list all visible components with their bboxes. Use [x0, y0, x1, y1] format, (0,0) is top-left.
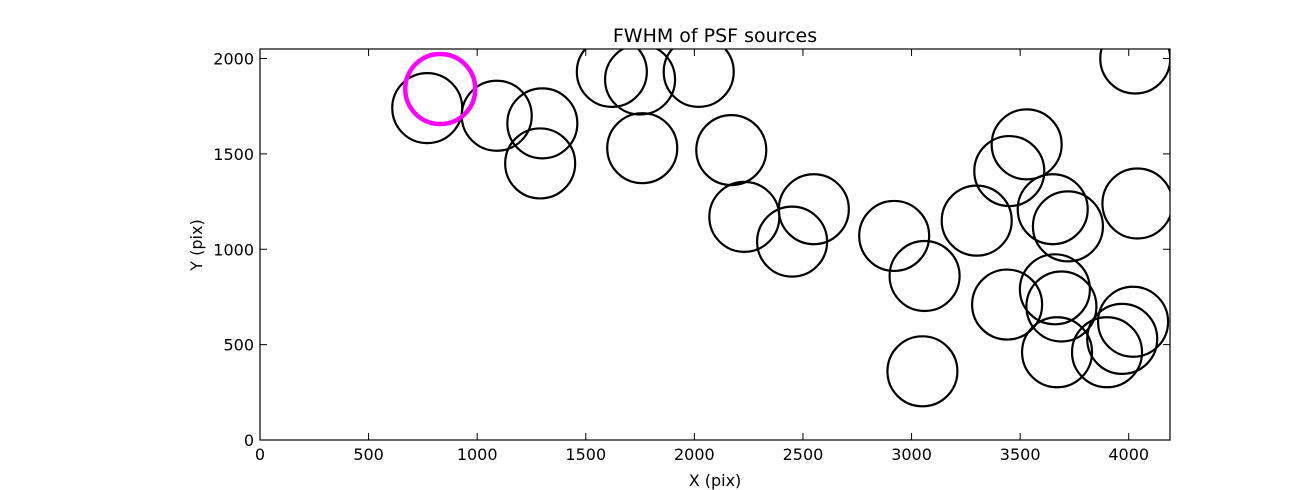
psf-source-marker: [606, 112, 679, 185]
x-tick-label: 0: [255, 445, 265, 464]
psf-source-marker: [886, 335, 959, 408]
y-tick-label: 1500: [213, 145, 254, 164]
x-tick-label: 2500: [783, 445, 824, 464]
psf-source-marker: [1025, 270, 1098, 343]
y-tick-label: 0: [244, 431, 254, 450]
y-tick-label: 1000: [213, 240, 254, 259]
x-tick-label: 4000: [1108, 445, 1149, 464]
x-tick-label: 3000: [891, 445, 932, 464]
psf-source-marker: [506, 87, 579, 160]
x-axis-label: X (pix): [689, 471, 742, 490]
x-tick-label: 2000: [674, 445, 715, 464]
psf-source-marker: [1020, 316, 1094, 389]
psf-source-marker: [1031, 190, 1105, 263]
psf-source-marker: [460, 79, 533, 152]
x-tick-label: 1000: [457, 445, 498, 464]
x-tick-label: 1500: [565, 445, 606, 464]
x-tick-label: 500: [353, 445, 384, 464]
psf-source-marker: [575, 49, 648, 108]
psf-source-marker: [1101, 167, 1170, 240]
psf-source-marker: [1099, 49, 1170, 95]
psf-source-marker: [971, 268, 1044, 341]
y-axis-label: Y (pix): [187, 219, 206, 271]
psf-source-marker: [756, 205, 829, 278]
x-axis-ticks: 0 500 1000 1500 2000 2500 3000 3500 4000: [255, 49, 1149, 464]
plot-frame: [259, 48, 1171, 441]
psf-source-marker: [504, 127, 577, 200]
psf-source-marker: [777, 173, 850, 246]
psf-source-marker: [1018, 253, 1091, 326]
psf-source-marker: [1086, 302, 1159, 376]
psf-source-marker: [391, 72, 464, 145]
psf-source-marker: [1016, 173, 1089, 246]
markers-layer: [391, 49, 1170, 408]
psf-source-marker: [695, 113, 768, 187]
psf-source-marker: [662, 49, 735, 108]
psf-source-marker: [888, 239, 961, 313]
psf-source-marker: [940, 184, 1013, 257]
psf-source-marker: [973, 134, 1046, 208]
highlight-source-marker: [403, 51, 478, 127]
y-axis-ticks: 0 500 1000 1500 2000: [213, 50, 1170, 450]
x-tick-label: 3500: [1000, 445, 1041, 464]
psf-source-marker: [1070, 316, 1144, 389]
y-tick-label: 500: [223, 336, 254, 355]
psf-source-marker: [858, 199, 931, 273]
chart-title: FWHM of PSF sources: [613, 25, 817, 47]
y-tick-label: 2000: [213, 50, 254, 69]
psf-source-marker: [1096, 285, 1170, 358]
psf-source-marker: [603, 49, 677, 116]
psf-source-marker: [990, 108, 1063, 181]
